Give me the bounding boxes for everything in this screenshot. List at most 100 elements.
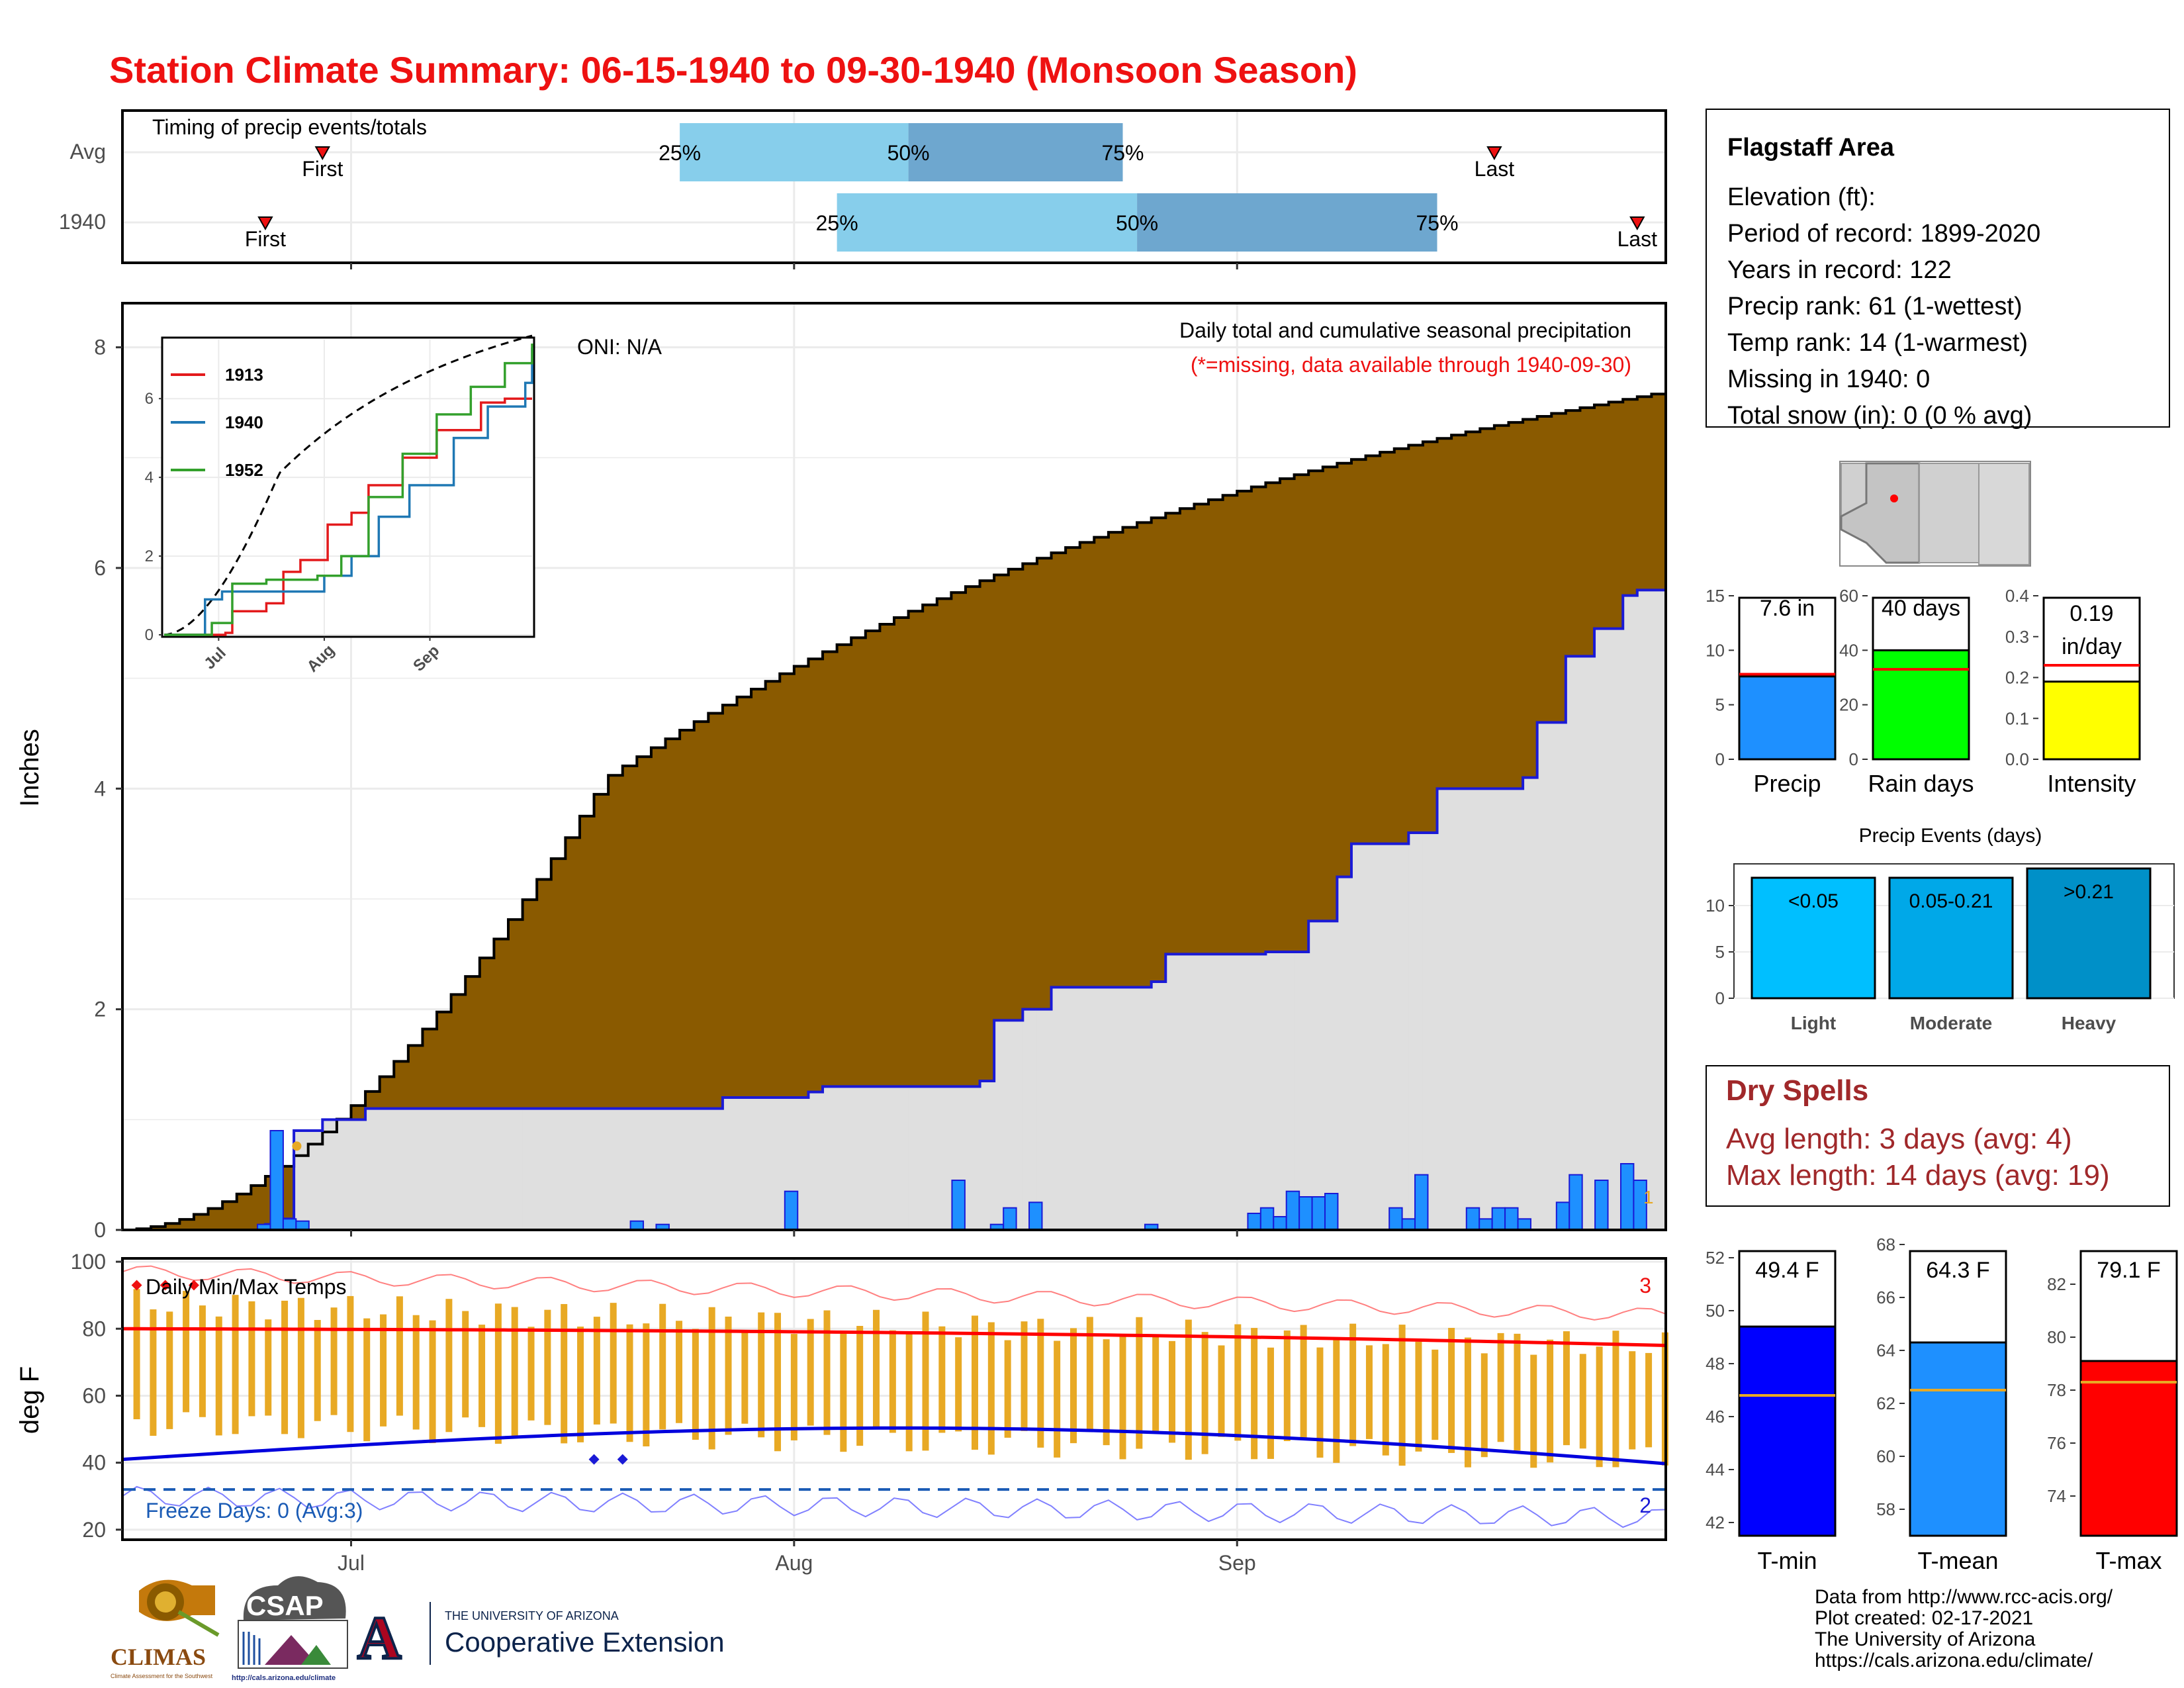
daily-temp-range-bar	[873, 1309, 880, 1429]
record-high-marker-icon	[188, 1280, 199, 1291]
first-event-label: First	[245, 227, 286, 251]
cumulative-area-segment	[722, 1098, 738, 1230]
daily-temp-range-bar	[840, 1333, 847, 1452]
above-avg-fill	[422, 1029, 437, 1109]
inset-legend-label: 1952	[225, 460, 263, 480]
above-avg-fill	[193, 1214, 209, 1230]
temp-summary-bar-t-max	[2079, 1360, 2178, 1537]
above-avg-fill	[765, 681, 780, 1098]
above-avg-fill	[694, 722, 709, 1109]
daily-temp-range-bar	[183, 1291, 190, 1413]
above-avg-fill	[1437, 438, 1452, 789]
footer-line: https://cals.arizona.edu/climate/	[1815, 1650, 2093, 1671]
daily-temp-range-bar	[544, 1309, 551, 1425]
daily-temp-range-bar	[889, 1330, 896, 1433]
daily-temp-range-bar	[412, 1315, 420, 1430]
ua-logo-top: THE UNIVERSITY OF ARIZONA	[445, 1609, 619, 1622]
daily-temp-range-bar	[922, 1311, 929, 1451]
summary-bar-name: Precip	[1753, 770, 1821, 797]
temp-summary-y-tick-label: 78	[2047, 1380, 2066, 1400]
station-info-line: Period of record: 1899-2020	[1727, 220, 2040, 248]
cumulative-area-segment	[1222, 954, 1238, 1230]
daily-temp-range-bar	[1398, 1325, 1406, 1466]
daily-temp-range-bar	[380, 1314, 387, 1427]
temp-panel: 100 80 60 40 20 deg F Daily Min/Max Temps Fr…	[15, 1250, 1668, 1542]
temp-y-tick-label: 20	[82, 1518, 106, 1542]
avg-cumulative-line	[122, 391, 1667, 1231]
summary-y-tick-label: 0.0	[2005, 749, 2029, 769]
temp-summary-y-tick-label: 48	[1706, 1354, 1725, 1374]
last-event-label: Last	[1617, 227, 1658, 251]
events-bar-label: >0.21	[2064, 881, 2114, 903]
cumulative-area-segment	[923, 1086, 938, 1230]
above-avg-fill	[208, 1208, 223, 1230]
cumulative-area-segment	[651, 1108, 666, 1230]
y-tick-label: 8	[94, 336, 106, 359]
daily-precip-bar	[1555, 1201, 1570, 1231]
cumulative-area-segment	[451, 1108, 466, 1230]
cumulative-area-segment	[336, 1119, 352, 1230]
record-high-line	[122, 1265, 1666, 1321]
above-avg-fill	[751, 688, 766, 1098]
x-axis: Jul Aug Sep	[338, 263, 1256, 1575]
above-avg-fill	[1422, 442, 1438, 833]
daily-precip-bar	[1028, 1201, 1043, 1231]
daily-temp-range-bar	[232, 1295, 239, 1434]
daily-precip-bar	[951, 1180, 966, 1231]
daily-precip-bar	[1504, 1207, 1519, 1231]
daily-temp-range-bar	[511, 1307, 518, 1438]
above-avg-fill	[951, 592, 966, 1087]
climas-logo-text: CLIMAS	[111, 1644, 206, 1670]
daily-temp-range-bar	[1021, 1321, 1028, 1431]
above-avg-fill	[551, 859, 566, 1109]
above-avg-fill	[1408, 445, 1424, 833]
daily-temp-range-bar	[1234, 1324, 1242, 1441]
footer-line: The University of Arizona	[1815, 1628, 2036, 1650]
climas-logo: CLIMAS Climate Assessment for the Southw…	[111, 1579, 220, 1679]
summary-y-tick-label: 20	[1839, 695, 1858, 715]
label-25pct: 25%	[816, 211, 858, 235]
events-y-tick-label: 5	[1715, 942, 1725, 962]
annotation-right: 1	[1643, 1187, 1654, 1207]
above-avg-fill	[1023, 563, 1038, 1009]
daily-temp-range-bar	[1563, 1331, 1570, 1446]
above-avg-fill	[508, 919, 523, 1109]
daily-precip-bar	[1259, 1207, 1275, 1231]
cumulative-area-segment	[408, 1108, 424, 1230]
above-avg-fill	[1365, 455, 1381, 844]
above-avg-fill	[394, 1061, 409, 1109]
inset-series-1913	[164, 397, 532, 636]
cumulative-area-segment	[1137, 987, 1152, 1230]
above-avg-fill	[680, 730, 695, 1109]
cumulative-area-segment	[823, 1086, 838, 1230]
cumulative-area-segment	[1422, 833, 1438, 1230]
above-avg-fill	[808, 659, 823, 1092]
state-map	[1839, 461, 2031, 567]
temp-summary-bars: 42 44 46 48 50 52 49.4 F T-min 58 60 62 64 66 68 64.3 …	[1706, 1235, 2178, 1574]
daily-temp-range-bar	[1480, 1353, 1488, 1458]
events-category-label: Light	[1791, 1013, 1836, 1033]
above-avg-fill	[994, 575, 1009, 1021]
above-avg-fill	[379, 1076, 394, 1109]
above-avg-fill	[1551, 413, 1567, 723]
label-75pct: 75%	[1416, 211, 1458, 235]
inset-legend-label: 1940	[225, 412, 263, 432]
daily-temp-range-bar	[1432, 1349, 1439, 1440]
inset-y-tick-label: 6	[145, 390, 154, 408]
station-info-line: Total snow (in): 0 (0 % avg)	[1727, 402, 2032, 430]
events-bar-label: <0.05	[1788, 890, 1839, 912]
above-avg-fill	[151, 1227, 166, 1230]
cumulative-area-segment	[1036, 1009, 1052, 1230]
climas-logo-subtext: Climate Assessment for the Southwest	[111, 1673, 213, 1679]
daily-temp-range-bar	[297, 1297, 304, 1438]
events-y-tick-label: 0	[1715, 988, 1725, 1008]
above-avg-fill	[837, 644, 852, 1087]
daily-temp-range-bar	[643, 1323, 650, 1447]
temp-summary-value-label: 49.4 F	[1755, 1258, 1819, 1283]
summary-bar-value-label: 7.6 in	[1760, 596, 1815, 621]
events-bar-light	[1751, 876, 1876, 1000]
csap-logo-url: http://cals.arizona.edu/climate	[232, 1674, 336, 1682]
cumulative-area-segment	[1365, 843, 1381, 1230]
cumulative-area-segment	[1208, 954, 1224, 1230]
